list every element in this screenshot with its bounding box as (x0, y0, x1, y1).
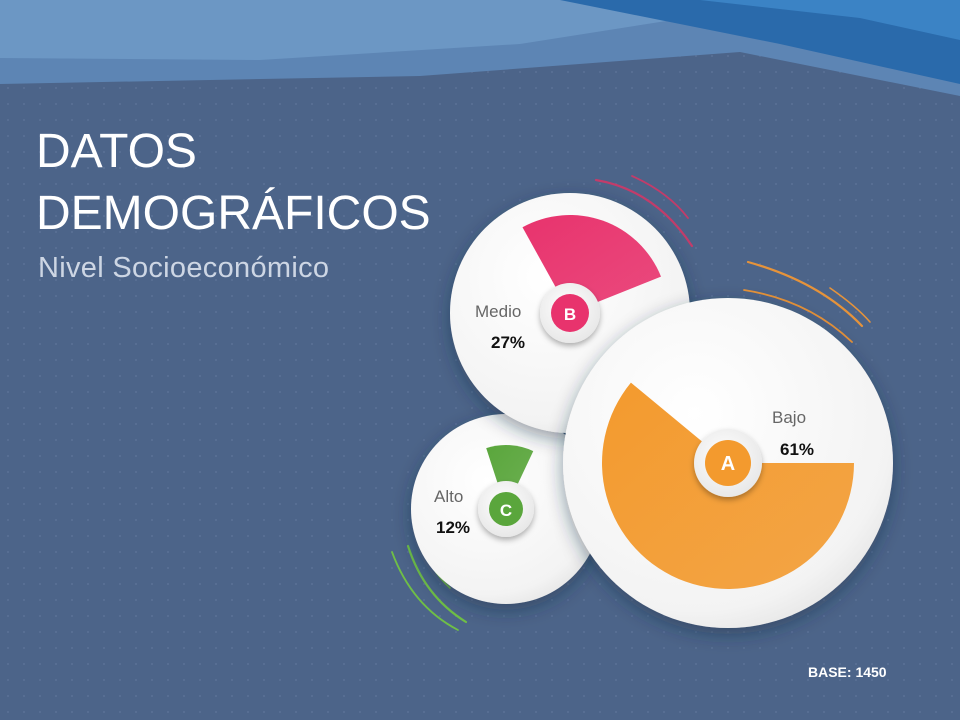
label-bajo: Bajo (772, 408, 807, 427)
label-alto: Alto (434, 487, 464, 506)
marker-letter-bajo: A (721, 453, 735, 475)
marker-badge-alto (489, 492, 523, 526)
title-line-1: DATOS (36, 125, 197, 178)
pie-slice-group-bajo: A (563, 298, 893, 628)
pie-slice-alto (486, 444, 534, 509)
value-bajo: 61% (780, 440, 815, 459)
value-medio: 27% (491, 333, 526, 352)
marker-letter-alto: C (500, 501, 512, 520)
pie-slice-group-alto: C (411, 414, 601, 604)
marker-badge-medio (551, 294, 589, 332)
header-banner (0, 0, 960, 96)
label-medio: Medio (475, 302, 522, 321)
title-line-2: DEMOGRÁFICOS (36, 187, 431, 240)
base-note: BASE: 1450 (808, 664, 887, 680)
chart-marks: C B A (411, 193, 893, 628)
subtitle: Nivel Socioeconómico (38, 252, 330, 284)
value-alto: 12% (436, 518, 471, 537)
marker-letter-medio: B (564, 305, 576, 324)
marker-badge-bajo (705, 440, 751, 486)
